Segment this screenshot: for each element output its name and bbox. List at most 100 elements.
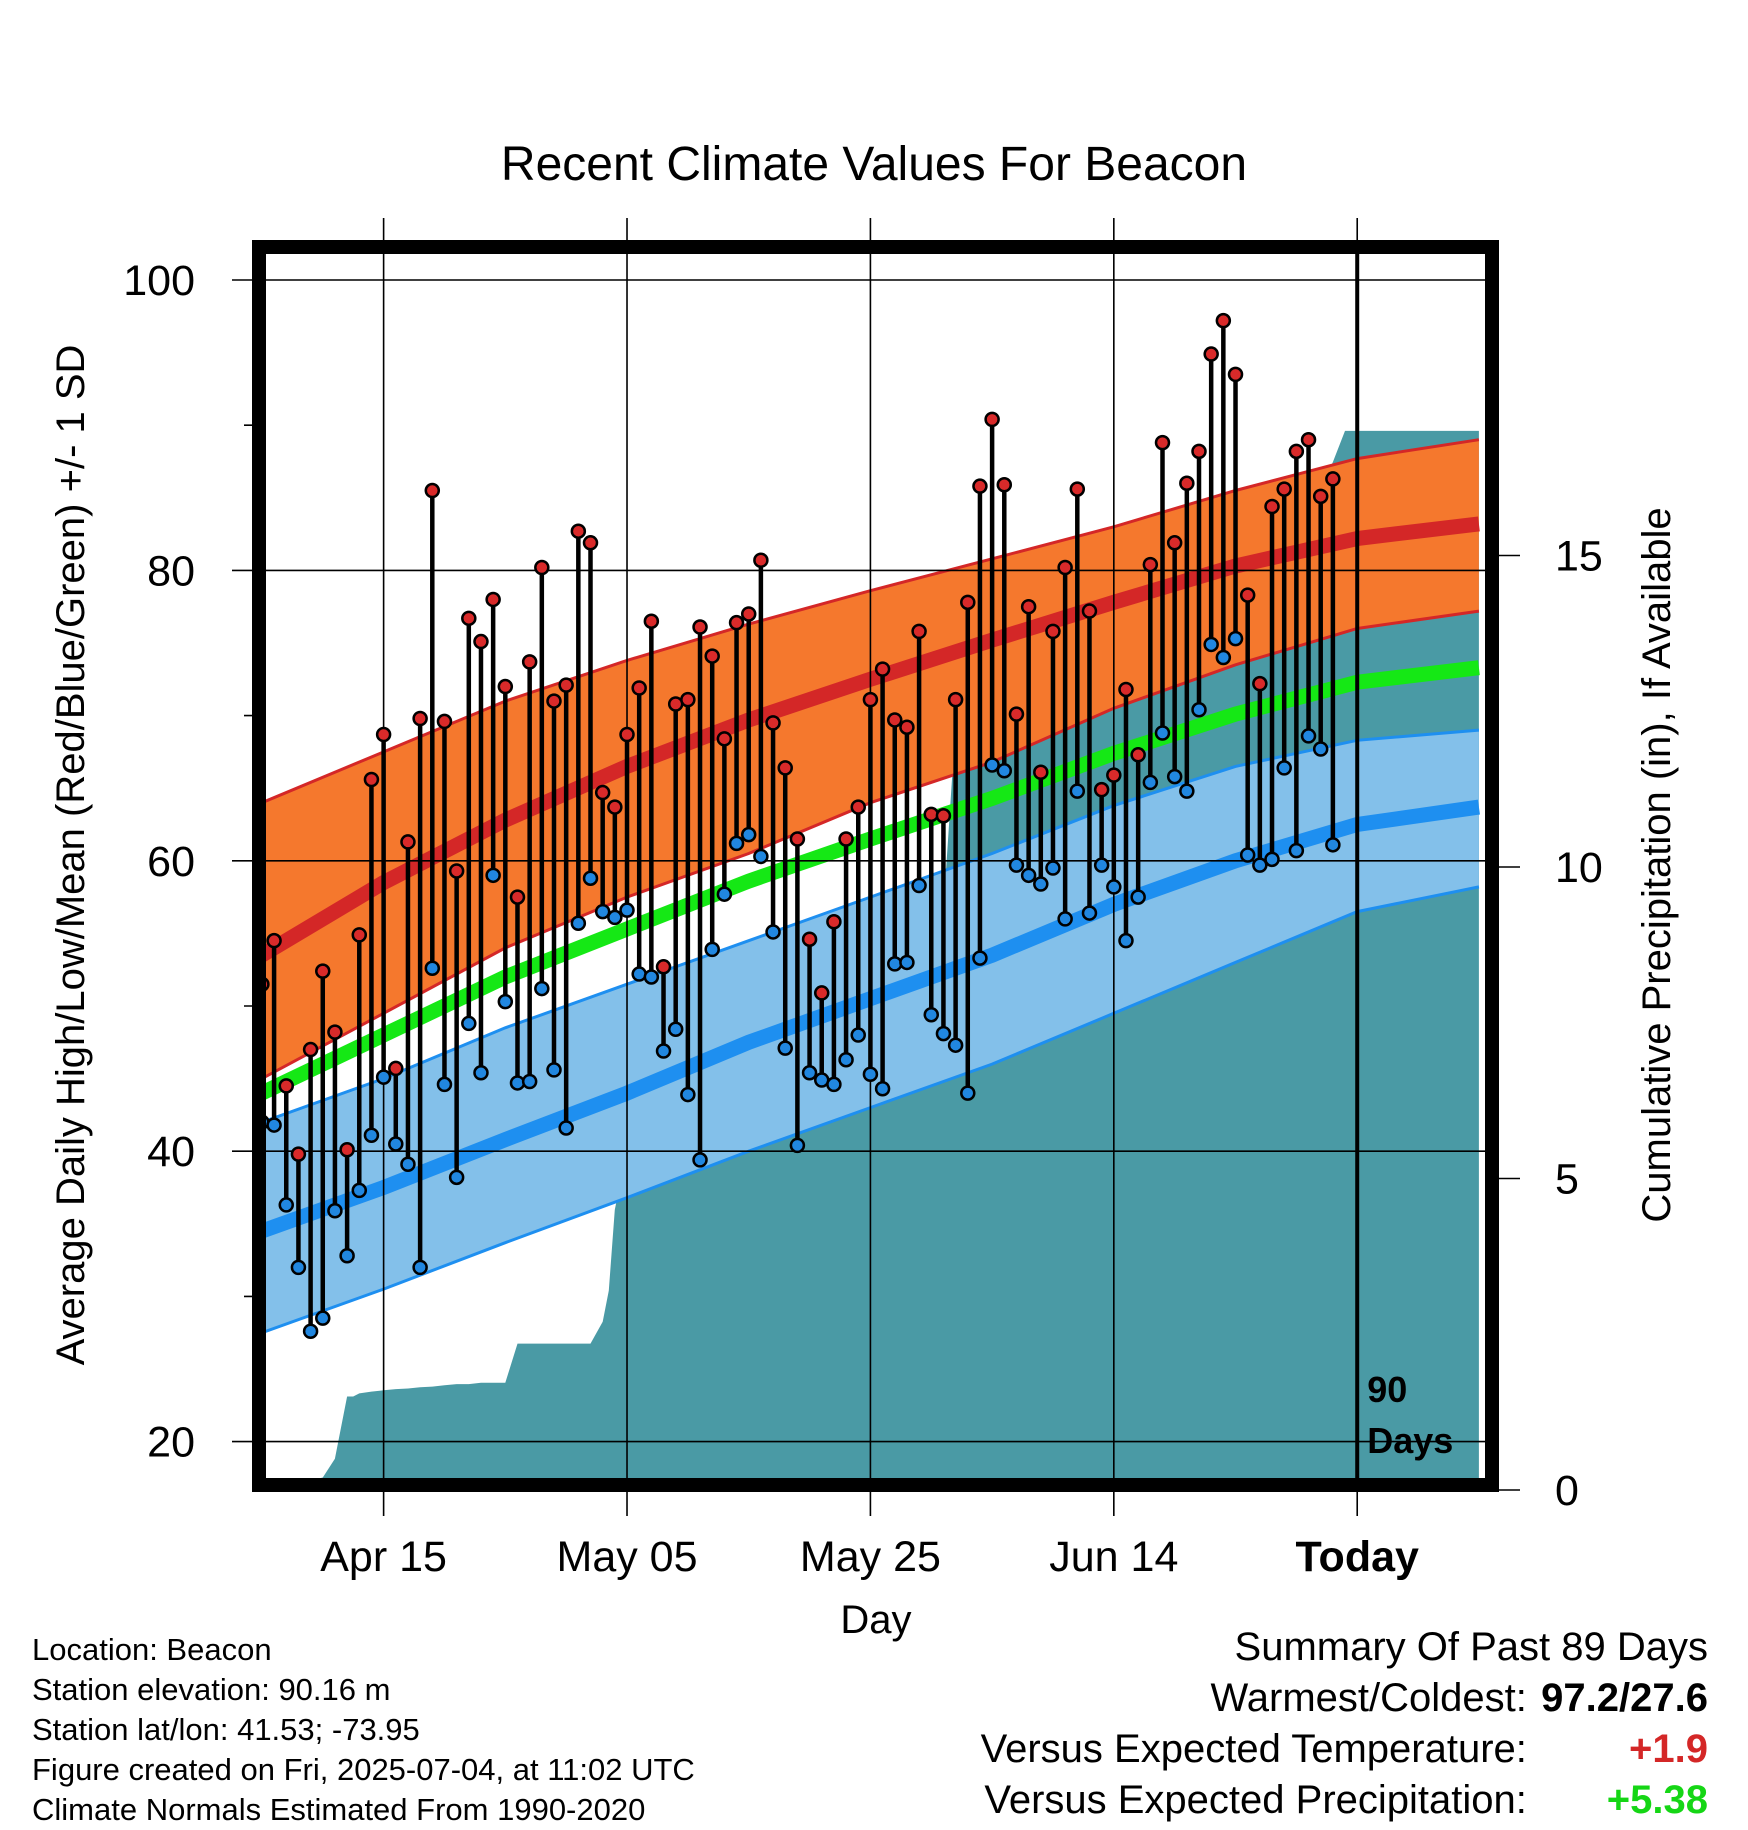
daily-high-point (509, 889, 526, 905)
y2-tick-label: 5 (1555, 1156, 1579, 1204)
daily-low-point (400, 1156, 416, 1173)
daily-high-point (984, 411, 1000, 428)
summary-panel: Summary Of Past 89 Days Warmest/Coldest:… (981, 1622, 1708, 1826)
y-tick-label: 60 (147, 838, 195, 886)
daily-high-point (728, 614, 745, 631)
daily-low-point (1142, 774, 1159, 791)
daily-low-point (1154, 725, 1171, 741)
daily-high-point (862, 691, 879, 708)
daily-high-point (1166, 535, 1183, 551)
daily-high-point (643, 613, 660, 629)
daily-high-point (339, 1141, 355, 1158)
today-days-word: Days (1367, 1420, 1453, 1461)
daily-high-point (375, 726, 392, 743)
daily-high-point (777, 760, 793, 776)
x-tick-label: May 05 (557, 1533, 698, 1581)
daily-low-point (1069, 783, 1086, 799)
daily-low-point (448, 1169, 465, 1186)
daily-low-point (753, 848, 769, 865)
daily-high-point (582, 535, 599, 551)
precip-anomaly-label: Versus Expected Precipitation: (984, 1778, 1527, 1822)
daily-high-point (412, 710, 428, 727)
daily-high-point (838, 831, 854, 847)
daily-high-point (911, 623, 927, 640)
x-tick-label: May 25 (800, 1533, 941, 1581)
daily-low-point (266, 1117, 282, 1133)
daily-high-point (692, 619, 708, 635)
daily-low-point (1118, 932, 1134, 949)
daily-high-point (461, 610, 477, 627)
chart-title: Recent Climate Values For Beacon (501, 138, 1247, 191)
daily-high-point (1252, 675, 1268, 692)
daily-high-point (424, 482, 441, 499)
daily-low-point (473, 1065, 489, 1081)
daily-low-point (972, 950, 988, 966)
daily-low-point (1339, 0, 1352, 7)
daily-high-point (1118, 681, 1134, 698)
daily-high-point (327, 1024, 343, 1040)
daily-low-point (619, 902, 635, 918)
warm-cold-label: Warmest/Coldest: (1210, 1676, 1527, 1720)
daily-low-point (655, 1043, 672, 1059)
daily-low-point (582, 870, 599, 886)
daily-high-point (302, 1041, 319, 1058)
daily-high-point (1339, 0, 1352, 7)
daily-low-point (290, 1259, 307, 1276)
daily-low-point (485, 867, 501, 884)
daily-high-point (1325, 471, 1341, 487)
daily-high-point (789, 831, 806, 847)
daily-low-point (801, 1065, 818, 1081)
daily-low-point (1008, 857, 1025, 873)
daily-low-point (1057, 911, 1073, 927)
daily-low-point (1276, 760, 1292, 776)
y2-tick-label: 15 (1555, 533, 1603, 581)
daily-low-point (874, 1081, 891, 1097)
daily-low-point (436, 1076, 453, 1093)
daily-high-point (534, 559, 550, 576)
y2-tick-label: 10 (1555, 844, 1603, 892)
daily-low-point (1264, 851, 1280, 868)
daily-low-point (521, 1073, 538, 1090)
created-text: Figure created on Fri, 2025-07-04, at 11… (32, 1752, 695, 1787)
daily-low-point (765, 924, 781, 940)
daily-low-point (1288, 842, 1305, 859)
daily-high-point (594, 784, 611, 801)
daily-low-point (461, 1015, 477, 1032)
daily-high-point (1239, 587, 1256, 603)
daily-high-point (947, 691, 964, 708)
y-tick-label: 40 (147, 1128, 195, 1176)
daily-low-point (935, 1025, 952, 1042)
daily-low-point (1252, 857, 1268, 873)
daily-high-point (631, 680, 647, 696)
precip-anomaly-row: Versus Expected Precipitation: +5.38 (981, 1775, 1708, 1826)
daily-high-point (1312, 488, 1329, 505)
daily-high-point (813, 985, 830, 1001)
daily-low-point (984, 757, 1000, 773)
daily-high-point (826, 914, 842, 930)
daily-low-point (1300, 728, 1317, 744)
daily-high-point (521, 654, 538, 670)
daily-low-point (862, 1066, 879, 1082)
location-text: Location: Beacon (32, 1632, 272, 1667)
daily-low-point (692, 1152, 708, 1168)
daily-low-point (424, 960, 441, 976)
daily-high-point (1215, 312, 1232, 329)
daily-high-point (1142, 556, 1159, 573)
daily-low-point (302, 1323, 319, 1339)
y-tick-label: 20 (147, 1419, 195, 1467)
daily-high-point (1179, 475, 1195, 492)
daily-high-point (266, 932, 282, 949)
daily-high-point (801, 931, 818, 947)
daily-low-point (412, 1259, 428, 1276)
temp-anomaly-value: +1.9 (1629, 1727, 1708, 1771)
daily-low-point (1045, 860, 1061, 876)
plot-frame (252, 240, 1499, 1492)
y-tick-label: 80 (147, 547, 195, 595)
daily-high-point (1057, 559, 1073, 576)
daily-high-point (935, 808, 952, 824)
daily-low-point (899, 954, 915, 971)
daily-low-point (1227, 630, 1244, 647)
daily-high-point (1154, 434, 1171, 451)
daily-low-point (570, 915, 587, 931)
daily-low-point (850, 1027, 866, 1043)
